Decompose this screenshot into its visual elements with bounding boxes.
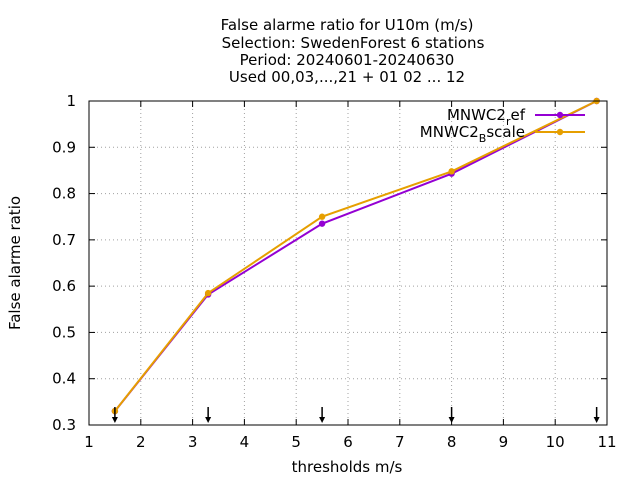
plot-frame — [88, 100, 608, 426]
data-point — [318, 213, 326, 220]
data-series — [111, 97, 600, 415]
x-tick-label: 7 — [395, 433, 405, 451]
legend-swatch-point — [556, 128, 564, 136]
legend-swatch-point — [556, 111, 564, 119]
threshold-markers — [111, 407, 600, 423]
x-tick-label: 3 — [188, 433, 198, 451]
x-tick-label: 10 — [546, 433, 565, 451]
y-axis-label: False alarme ratio — [6, 196, 24, 330]
y-tick-label: 0.9 — [52, 138, 76, 156]
y-tick-label: 0.6 — [52, 277, 76, 295]
y-tick-label: 0.3 — [52, 416, 76, 434]
series-line-mnwc2-ref — [114, 100, 598, 412]
x-axis-label: thresholds m/s — [292, 458, 403, 476]
threshold-arrow-head — [111, 417, 118, 423]
y-tick-label: 0.5 — [52, 323, 76, 341]
x-tick-label: 1 — [84, 433, 94, 451]
y-tick-label: 0.8 — [52, 185, 76, 203]
x-tick-label: 8 — [447, 433, 457, 451]
title-line-4: Used 00,03,...,21 + 01 02 ... 12 — [229, 68, 465, 86]
y-tick-label: 0.4 — [52, 370, 76, 388]
title-line-1: False alarme ratio for U10m (m/s) — [221, 16, 474, 34]
series-line-mnwc2-bscale — [114, 100, 598, 412]
grid — [89, 101, 607, 425]
data-point — [318, 220, 326, 227]
y-tick-label: 1 — [66, 92, 76, 110]
x-tick-label: 2 — [136, 433, 146, 451]
legend-label: MNWC2Bscale — [420, 123, 525, 145]
threshold-arrow-head — [205, 417, 212, 423]
title-line-3: Period: 20240601-20240630 — [240, 51, 455, 69]
threshold-arrow-head — [319, 417, 326, 423]
y-tick-label: 0.7 — [52, 231, 76, 249]
x-tick-label: 9 — [499, 433, 509, 451]
x-tick-label: 6 — [343, 433, 353, 451]
axis-ticks: 1 2 3 4 5 6 7 8 9 10 11 0.3 0.4 0.5 0.6 0.7 0.8 0.9 1 — [52, 92, 616, 451]
data-point — [204, 289, 212, 297]
chart-title: False alarme ratio for U10m (m/s) Select… — [221, 16, 485, 86]
threshold-arrow-head — [448, 417, 455, 423]
x-tick-label: 11 — [597, 433, 616, 451]
title-line-2: Selection: SwedenForest 6 stations — [222, 34, 485, 52]
x-tick-label: 4 — [240, 433, 250, 451]
threshold-arrow-head — [593, 417, 600, 423]
x-tick-label: 5 — [291, 433, 301, 451]
data-point — [448, 168, 455, 175]
legend-label: MNWC2ref — [447, 106, 526, 128]
